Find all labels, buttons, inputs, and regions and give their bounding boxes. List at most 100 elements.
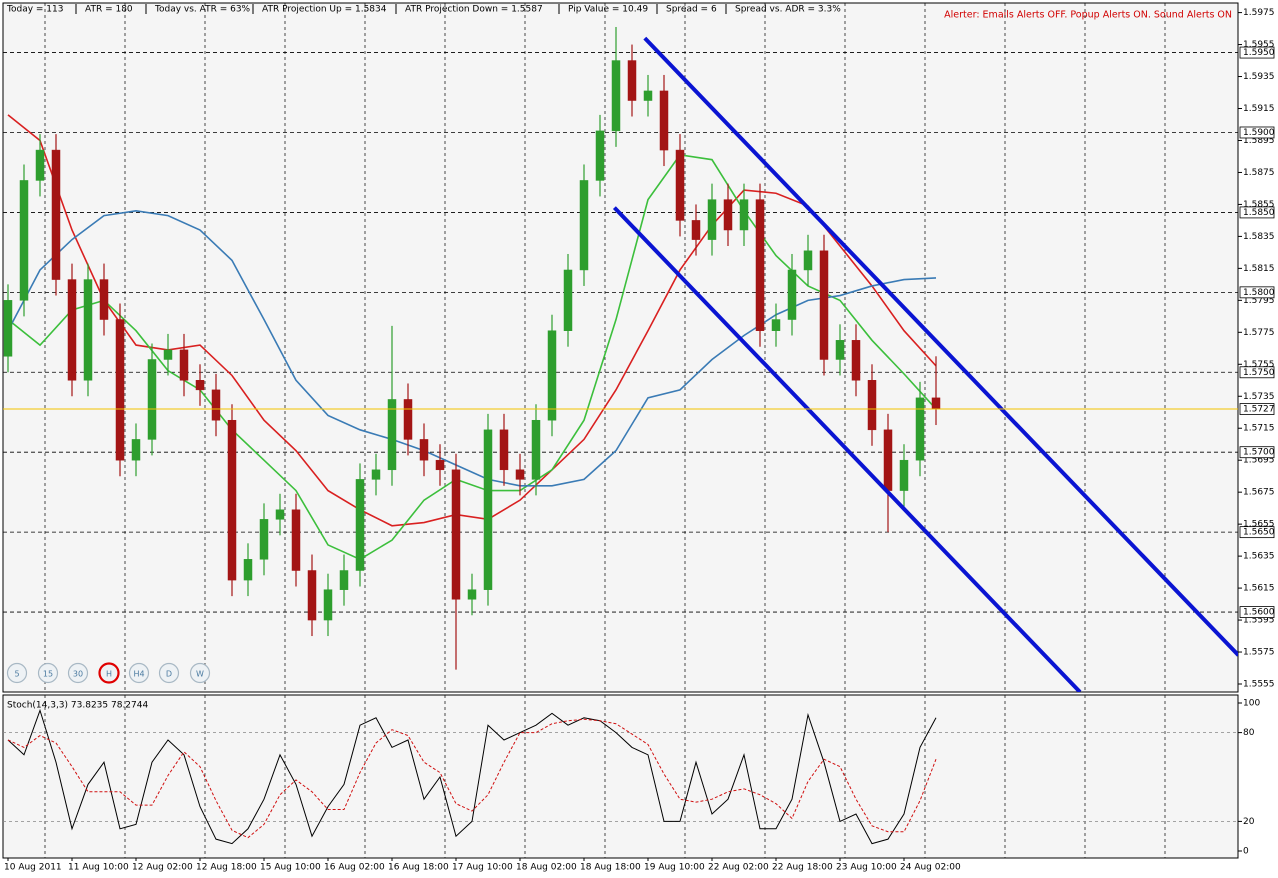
y-tick-label: 1.5575 — [1243, 648, 1275, 658]
candle-body — [387, 399, 397, 471]
y-tick-label: 1.5895 — [1243, 136, 1275, 146]
timeframe-label[interactable]: H — [106, 670, 112, 679]
timeframe-button[interactable] — [6, 662, 28, 684]
candle-body — [211, 389, 221, 421]
trend-channel-line — [643, 36, 1238, 657]
candle-body — [19, 180, 29, 301]
x-tick-label: 19 Aug 10:00 — [644, 863, 705, 873]
candle-body — [755, 199, 765, 331]
x-tick-label: 16 Aug 18:00 — [388, 863, 449, 873]
trend-channel-line — [612, 206, 1082, 692]
timeframe-label[interactable]: 5 — [14, 670, 19, 679]
level-label-box — [1239, 446, 1275, 459]
info-item: Today vs. ATR = 63% — [154, 5, 251, 15]
candle-body — [819, 250, 829, 360]
x-tick-label: 24 Aug 02:00 — [900, 863, 961, 873]
level-label: 1.5850 — [1243, 208, 1275, 218]
info-item: Today = 113 — [6, 5, 63, 15]
labels: Today = 113 ATR = 180 Today vs. ATR = 63% A… — [4, 4, 1275, 873]
candle-body — [515, 469, 525, 480]
timeframe-button[interactable] — [67, 662, 89, 684]
x-tick-label: 12 Aug 02:00 — [132, 863, 193, 873]
candle-body — [771, 319, 781, 331]
candle-body — [931, 397, 941, 410]
candle-body — [707, 199, 717, 240]
candle-body — [435, 459, 445, 471]
y-tick-label: 1.5675 — [1243, 488, 1275, 498]
level-label: 1.5900 — [1243, 128, 1275, 138]
candle-body — [243, 559, 253, 581]
candle-body — [659, 90, 669, 151]
candle-body — [3, 300, 13, 357]
moving-average — [7, 210, 937, 487]
timeframe-button[interactable] — [98, 662, 120, 684]
level-label: 1.5800 — [1243, 288, 1275, 298]
stoch-plot — [3, 695, 1238, 858]
timeframe-label[interactable]: W — [196, 670, 204, 679]
x-tick-label: 22 Aug 18:00 — [772, 863, 833, 873]
level-label-box — [1239, 366, 1275, 379]
candle-body — [499, 429, 509, 471]
candle-body — [451, 469, 461, 600]
y-tick-label: 20 — [1243, 817, 1255, 827]
candle-body — [595, 130, 605, 181]
y-tick-label: 1.5855 — [1243, 200, 1275, 210]
info-item: ATR Projection Up = 1.5834 — [262, 5, 387, 15]
y-tick-label: 1.5795 — [1243, 296, 1275, 306]
candle-body — [403, 399, 413, 440]
y-tick-label: 0 — [1243, 847, 1249, 857]
candle-body — [83, 279, 93, 381]
y-tick-label: 1.5595 — [1243, 616, 1275, 626]
candle-body — [307, 570, 317, 621]
candle-body — [371, 469, 381, 480]
timeframe-label[interactable]: 15 — [43, 670, 53, 679]
y-tick-label: 1.5815 — [1243, 264, 1275, 274]
y-tick-label: 1.5875 — [1243, 168, 1275, 178]
candle-body — [803, 250, 813, 271]
candle-body — [691, 220, 701, 240]
x-tick-label: 22 Aug 02:00 — [708, 863, 769, 873]
timeframe-label[interactable]: 30 — [73, 670, 83, 679]
timeframe-button[interactable] — [189, 662, 211, 684]
candle-body — [579, 180, 589, 271]
y-tick-label: 1.5735 — [1243, 392, 1275, 402]
x-tick-label: 17 Aug 10:00 — [452, 863, 513, 873]
price-plot — [3, 3, 1238, 692]
level-label-box — [1239, 526, 1275, 539]
candle-body — [99, 279, 109, 320]
candle-body — [179, 349, 189, 381]
candle-body — [131, 439, 141, 461]
y-tick-label: 1.5695 — [1243, 456, 1275, 466]
candle-body — [563, 269, 573, 331]
candle-body — [195, 380, 205, 391]
candle-body — [915, 397, 925, 461]
info-item: ATR Projection Down = 1.5587 — [405, 5, 543, 15]
x-tick-label: 23 Aug 10:00 — [836, 863, 897, 873]
info-item: ATR = 180 — [85, 5, 133, 15]
timeframe-button[interactable] — [37, 662, 59, 684]
candle-body — [419, 439, 429, 461]
x-tick-label: 10 Aug 2011 — [4, 863, 62, 873]
timeframe-button[interactable] — [158, 662, 180, 684]
candle-body — [547, 330, 557, 421]
info-item: Pip Value = 10.49 — [568, 5, 648, 15]
x-tick-label: 18 Aug 18:00 — [580, 863, 641, 873]
candle-body — [275, 509, 285, 520]
timeframe-button[interactable] — [128, 662, 150, 684]
x-tick-label: 18 Aug 02:00 — [516, 863, 577, 873]
y-tick-label: 1.5935 — [1243, 72, 1275, 82]
candle-body — [323, 589, 333, 621]
y-tick-label: 1.5835 — [1243, 232, 1275, 242]
timeframe-label[interactable]: H4 — [133, 670, 144, 679]
candle-body — [51, 149, 61, 280]
timeframe-label[interactable]: D — [166, 670, 172, 679]
y-tick-label: 1.5975 — [1243, 8, 1275, 18]
candle-body — [163, 349, 173, 360]
candle-body — [67, 279, 77, 381]
candle-body — [531, 419, 541, 480]
candle-body — [35, 149, 45, 181]
candle-body — [339, 570, 349, 590]
moving-average — [7, 114, 937, 527]
